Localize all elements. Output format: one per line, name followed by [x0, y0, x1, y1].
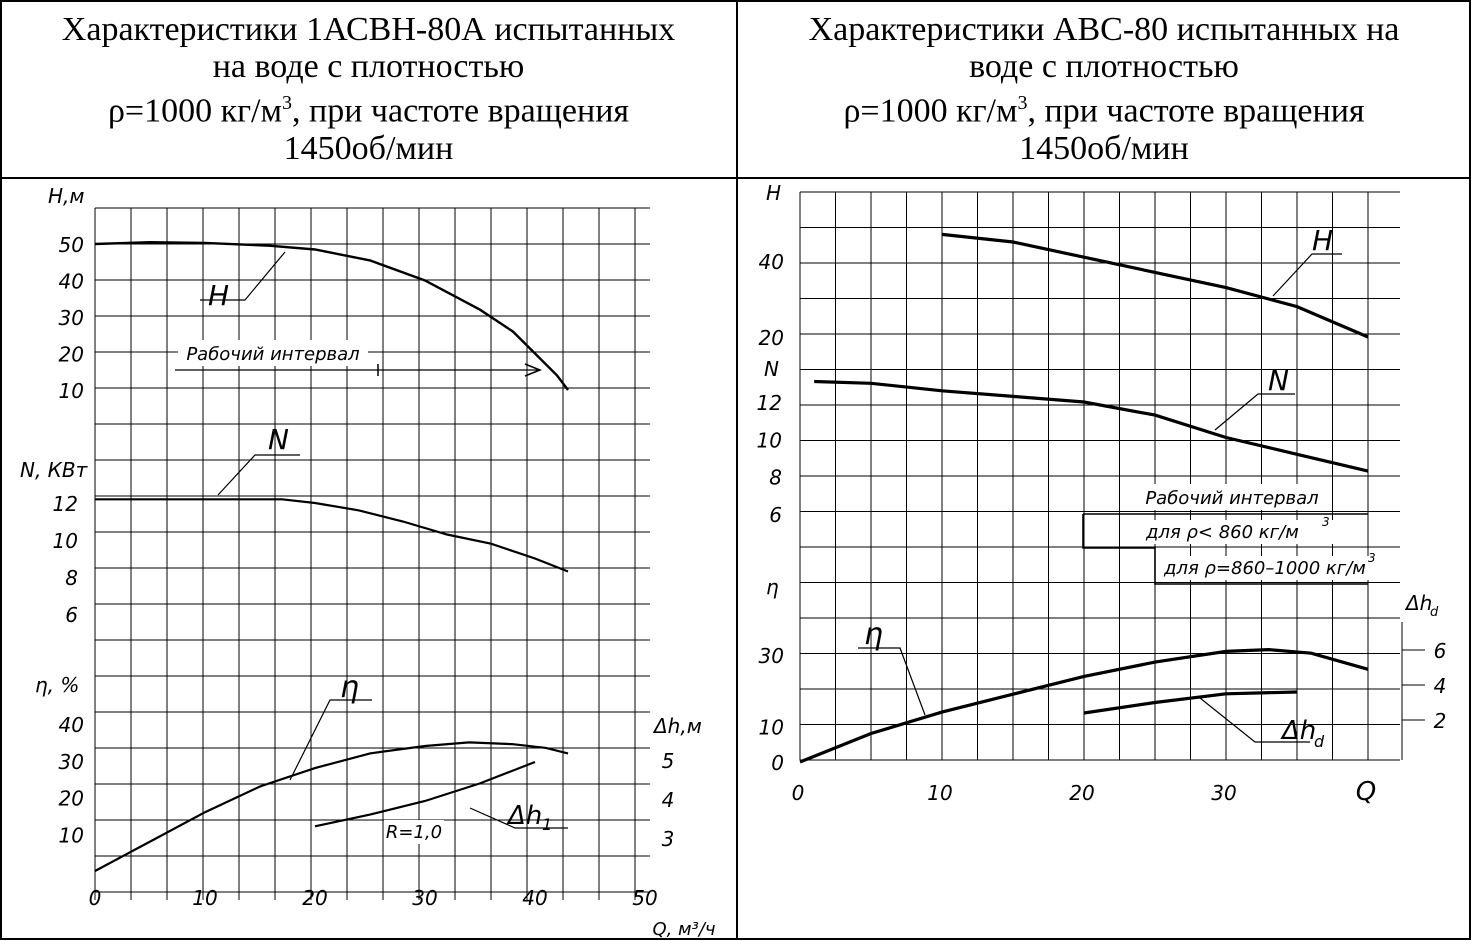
left-h-tick: 30 [59, 306, 84, 330]
left-x-tick: 10 [192, 886, 217, 910]
right-eta-axis-label: η [766, 575, 779, 599]
right-x-tick: 30 [1211, 781, 1236, 805]
right-eta-label: η [864, 617, 883, 652]
left-eta-tick: 30 [59, 750, 84, 774]
right-n-leader [1215, 394, 1295, 430]
left-x-tick: 40 [522, 886, 547, 910]
right-dh-sub: d [1314, 732, 1325, 751]
left-n-tick: 6 [65, 603, 78, 627]
left-eta-tick: 40 [59, 713, 84, 737]
left-n-tick: 8 [65, 566, 78, 590]
right-h-tick: 40 [759, 250, 784, 274]
right-dh-axis-sub: d [1430, 605, 1439, 620]
right-eta-tick: 10 [759, 715, 784, 739]
left-dh-axis-label: Δh,м [652, 714, 702, 738]
left-h-tick: 40 [59, 270, 84, 294]
left-h-tick: 50 [59, 233, 84, 257]
right-h-axis-label: H [766, 181, 781, 205]
left-eta-axis-label: η, % [35, 673, 79, 697]
left-dh-tick: 5 [662, 749, 675, 773]
left-n-leader [218, 455, 300, 495]
left-series-3-line [315, 762, 535, 826]
left-eta-label: η [340, 670, 359, 705]
right-n-tick: 6 [769, 503, 782, 527]
right-range2-sup: 3 [1368, 551, 1376, 565]
right-dh-tick: 4 [1434, 674, 1447, 698]
left-n-label: N [268, 423, 289, 456]
right-n-tick: 10 [757, 428, 782, 452]
left-eta-tick: 20 [59, 787, 84, 811]
right-dh-tick: 6 [1434, 639, 1447, 663]
right-n-tick: 8 [769, 466, 782, 490]
left-x-axis-label: Q, м³/ч [652, 919, 715, 940]
left-x-tick: 0 [89, 886, 102, 910]
right-eta-leader [858, 648, 925, 715]
left-h-label: H [208, 279, 229, 312]
right-h-tick: 20 [759, 326, 784, 350]
right-x-tick: 20 [1069, 781, 1094, 805]
left-n-axis-label: N, КВт [20, 458, 89, 482]
left-dh-tick: 3 [662, 827, 675, 851]
right-eta-tick: 30 [759, 644, 784, 668]
right-h-label: H [1312, 224, 1333, 257]
left-x-tick: 20 [302, 886, 327, 910]
right-dh-axis-label: Δh [1404, 591, 1432, 615]
right-h-leader [1273, 254, 1342, 296]
left-h-tick: 10 [59, 379, 84, 403]
right-range1-sup: 3 [1322, 515, 1330, 529]
left-h-axis-label: Н,м [48, 184, 84, 208]
right-x-axis-label: Q [1356, 777, 1376, 807]
left-h-tick: 20 [59, 343, 84, 367]
right-x-tick: 0 [792, 781, 805, 805]
right-n-axis-label: N [764, 357, 779, 381]
right-n-label: N [1268, 364, 1289, 397]
left-n-tick: 12 [53, 492, 78, 516]
left-dh-sub: 1 [542, 815, 552, 834]
left-series-2-line [95, 742, 568, 871]
right-dh-label: Δh [1280, 716, 1316, 746]
left-x-tick: 30 [412, 886, 437, 910]
left-n-tick: 10 [53, 529, 78, 553]
right-x-tick: 10 [927, 781, 952, 805]
right-eta-tick: 0 [771, 751, 784, 775]
left-interval-label: Рабочий интервал [186, 344, 359, 365]
left-dh-tick: 4 [662, 788, 675, 812]
right-range1-label: для ρ< 860 кг/м [1145, 522, 1299, 543]
left-eta-tick: 10 [59, 823, 84, 847]
right-dh-tick: 2 [1434, 709, 1447, 733]
right-n-tick: 12 [757, 391, 782, 415]
right-interval-title: Рабочий интервал [1145, 488, 1318, 509]
right-range2-label: для ρ=860–1000 кг/м [1163, 558, 1366, 579]
left-x-tick: 50 [632, 886, 657, 910]
left-dh-label: Δh [506, 801, 542, 831]
left-series-1-line [95, 499, 568, 571]
left-r-label: R=1,0 [386, 822, 442, 843]
